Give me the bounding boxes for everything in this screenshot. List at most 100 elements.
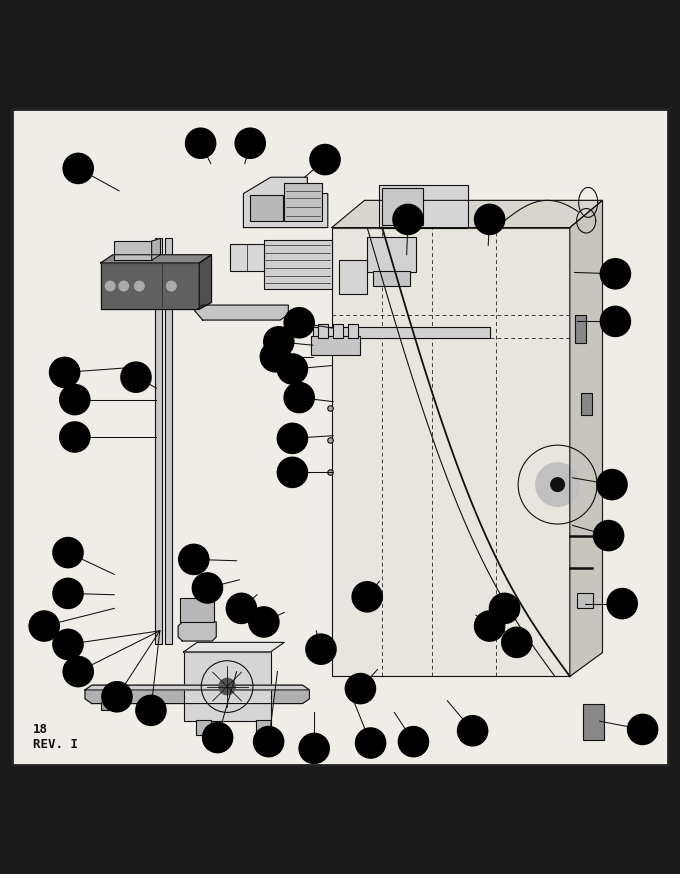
Text: 42: 42 [235, 600, 248, 610]
FancyBboxPatch shape [575, 315, 586, 343]
Circle shape [284, 383, 314, 413]
Text: 29: 29 [62, 545, 74, 554]
Text: 24: 24 [256, 617, 271, 627]
Circle shape [277, 354, 307, 384]
Circle shape [179, 545, 209, 574]
Circle shape [29, 611, 59, 641]
Circle shape [345, 674, 375, 704]
FancyBboxPatch shape [332, 227, 570, 676]
Circle shape [53, 538, 83, 567]
Text: 19: 19 [292, 318, 307, 328]
FancyBboxPatch shape [318, 324, 328, 337]
Circle shape [63, 154, 93, 184]
Circle shape [192, 573, 222, 603]
Circle shape [600, 307, 630, 336]
Text: 41: 41 [308, 741, 320, 750]
Circle shape [502, 628, 532, 657]
Circle shape [60, 385, 90, 414]
Text: 9: 9 [612, 316, 619, 326]
Text: 2: 2 [62, 372, 67, 382]
Text: 11: 11 [67, 432, 82, 442]
Circle shape [119, 281, 129, 291]
Text: 17: 17 [483, 212, 496, 221]
FancyBboxPatch shape [339, 260, 367, 295]
Text: 27: 27 [61, 588, 75, 599]
FancyBboxPatch shape [101, 702, 113, 711]
Circle shape [310, 144, 340, 175]
FancyBboxPatch shape [333, 324, 343, 337]
Text: 33: 33 [210, 732, 225, 743]
Circle shape [186, 128, 216, 158]
Text: 37: 37 [268, 351, 283, 362]
Polygon shape [243, 177, 328, 227]
FancyBboxPatch shape [155, 238, 162, 644]
Circle shape [226, 593, 256, 623]
Text: 15: 15 [129, 372, 143, 382]
Circle shape [393, 205, 423, 234]
Text: 32: 32 [61, 640, 75, 649]
Text: 39: 39 [511, 635, 522, 644]
Circle shape [284, 308, 314, 337]
Circle shape [121, 362, 151, 392]
Text: 13: 13 [608, 269, 623, 279]
Polygon shape [101, 263, 199, 309]
Text: 26: 26 [313, 644, 328, 654]
FancyBboxPatch shape [250, 195, 283, 221]
Circle shape [356, 728, 386, 758]
Circle shape [53, 579, 83, 608]
Circle shape [475, 205, 505, 234]
Text: 2: 2 [239, 608, 244, 618]
Text: 23: 23 [200, 583, 215, 593]
Polygon shape [101, 254, 211, 263]
Polygon shape [313, 327, 490, 338]
Circle shape [607, 589, 637, 619]
Text: 12: 12 [67, 394, 82, 405]
FancyBboxPatch shape [264, 239, 332, 288]
Circle shape [105, 281, 115, 291]
Text: 2: 2 [62, 365, 67, 374]
Circle shape [458, 716, 488, 746]
FancyBboxPatch shape [577, 593, 593, 608]
Polygon shape [85, 685, 309, 704]
Circle shape [254, 726, 284, 757]
FancyBboxPatch shape [284, 184, 322, 221]
Text: 35: 35 [109, 691, 124, 702]
Text: 3: 3 [605, 531, 612, 541]
FancyBboxPatch shape [583, 704, 604, 739]
Circle shape [219, 678, 235, 695]
FancyBboxPatch shape [379, 185, 468, 227]
Circle shape [53, 629, 83, 659]
Text: 34: 34 [271, 336, 286, 347]
FancyBboxPatch shape [184, 652, 271, 721]
Polygon shape [178, 622, 216, 641]
FancyBboxPatch shape [367, 237, 416, 273]
Text: 4: 4 [609, 480, 615, 489]
Polygon shape [85, 685, 309, 690]
Circle shape [264, 327, 294, 357]
Polygon shape [152, 239, 160, 260]
Text: 30: 30 [465, 725, 480, 736]
FancyBboxPatch shape [311, 336, 360, 356]
Text: 43: 43 [261, 737, 276, 746]
Text: 2: 2 [514, 642, 520, 652]
Text: 6: 6 [639, 725, 646, 734]
Polygon shape [184, 642, 284, 652]
Circle shape [277, 423, 307, 454]
Text: 40: 40 [482, 621, 497, 631]
Polygon shape [332, 200, 602, 227]
FancyBboxPatch shape [230, 244, 264, 271]
Circle shape [594, 521, 624, 551]
Circle shape [203, 723, 233, 753]
Circle shape [249, 607, 279, 637]
Circle shape [102, 682, 132, 711]
Text: 18: 18 [285, 364, 300, 374]
Text: 20: 20 [360, 592, 375, 602]
FancyBboxPatch shape [256, 720, 271, 735]
Text: 28: 28 [318, 155, 333, 164]
Circle shape [306, 635, 336, 664]
Circle shape [536, 463, 579, 506]
Circle shape [597, 469, 627, 500]
Circle shape [60, 422, 90, 452]
Text: 14: 14 [186, 554, 201, 565]
FancyBboxPatch shape [114, 241, 152, 260]
